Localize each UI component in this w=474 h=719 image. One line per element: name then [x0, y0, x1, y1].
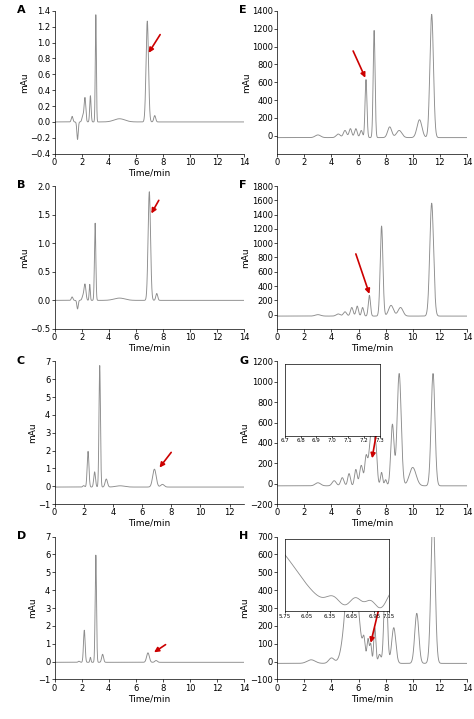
Y-axis label: mAu: mAu	[240, 423, 249, 443]
X-axis label: Time/min: Time/min	[128, 344, 171, 352]
Text: H: H	[239, 531, 249, 541]
X-axis label: Time/min: Time/min	[351, 344, 393, 352]
Y-axis label: mAu: mAu	[27, 597, 36, 618]
X-axis label: Time/min: Time/min	[128, 518, 171, 528]
Y-axis label: mAu: mAu	[20, 247, 29, 267]
Y-axis label: mAu: mAu	[27, 423, 36, 443]
X-axis label: Time/min: Time/min	[128, 168, 171, 178]
Text: E: E	[239, 5, 247, 15]
Text: F: F	[239, 180, 247, 191]
X-axis label: Time/min: Time/min	[351, 518, 393, 528]
Y-axis label: mAu: mAu	[20, 72, 29, 93]
Text: A: A	[17, 5, 25, 15]
Y-axis label: mAu: mAu	[242, 72, 251, 93]
Y-axis label: mAu: mAu	[240, 597, 249, 618]
Y-axis label: mAu: mAu	[242, 247, 251, 267]
Text: C: C	[17, 356, 25, 365]
Text: B: B	[17, 180, 25, 191]
Text: G: G	[239, 356, 248, 365]
Text: D: D	[17, 531, 26, 541]
X-axis label: Time/min: Time/min	[351, 694, 393, 703]
X-axis label: Time/min: Time/min	[128, 694, 171, 703]
